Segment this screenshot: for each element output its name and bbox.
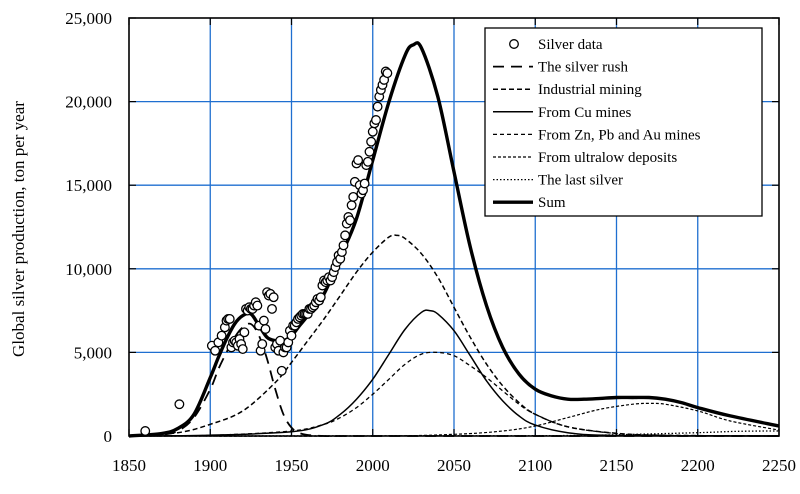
silver-data-point	[345, 215, 355, 226]
x-tick-label: 2200	[681, 456, 715, 475]
legend-label-the-last-silver: The last silver	[538, 173, 623, 189]
series-line-sum	[128, 41, 780, 438]
x-tick-label: 2000	[356, 456, 390, 475]
silver-data-point	[257, 339, 268, 349]
silver-data-point	[268, 292, 279, 303]
series-line-the-last-silver	[128, 430, 780, 437]
y-tick-label: 10,000	[65, 260, 112, 279]
silver-data-point	[260, 324, 271, 334]
series-line-from-cu-mines	[128, 309, 780, 437]
silver-data-point	[286, 330, 297, 341]
silver-data-point	[276, 365, 287, 376]
legend-label-industrial-mining: Industrial mining	[538, 82, 642, 98]
y-tick-label: 20,000	[65, 93, 112, 112]
x-tick-label: 1900	[193, 456, 227, 475]
silver-data-point	[210, 345, 221, 356]
silver-data-markers	[140, 66, 393, 436]
legend-box	[484, 27, 763, 217]
y-tick-label: 0	[104, 427, 113, 446]
legend-label-the-silver-rush: The silver rush	[538, 60, 628, 76]
silver-data-point	[224, 314, 235, 324]
silver-data-point	[216, 330, 227, 341]
silver-data-point	[382, 68, 393, 79]
silver-data-point	[367, 126, 378, 137]
axis-ticks: 1850 1900 1950 2000 2050 2100 2150 2200 2250 0 5,0…	[65, 9, 796, 475]
y-tick-label: 15,000	[65, 176, 112, 195]
silver-data-point	[237, 344, 248, 355]
silver-data-point	[353, 155, 364, 166]
silver-data-point	[348, 191, 359, 202]
y-axis-title: Global silver production, ton per year	[9, 101, 28, 357]
silver-data-point	[338, 240, 349, 251]
x-tick-label: 2150	[600, 456, 634, 475]
series-line-from-zn-pb-and-au-mines	[128, 351, 780, 437]
silver-data-point	[174, 399, 185, 410]
x-tick-label: 1950	[275, 456, 309, 475]
silver-data-point	[346, 200, 357, 211]
x-tick-label: 2100	[518, 456, 552, 475]
silver-data-point	[366, 136, 377, 147]
legend-label-from-cu-mines: From Cu mines	[538, 105, 632, 121]
x-tick-label: 1850	[112, 456, 146, 475]
legend-label-sum: Sum	[538, 195, 566, 211]
y-tick-label: 25,000	[65, 9, 112, 28]
legend-marker-silver-data	[509, 39, 519, 49]
silver-data-point	[239, 327, 250, 338]
silver-data-point	[315, 292, 326, 303]
silver-data-point	[340, 230, 351, 241]
silver-data-point	[364, 146, 375, 157]
legend-label-silver-data: Silver data	[538, 37, 603, 53]
silver-data-point	[371, 115, 381, 125]
silver-data-point	[372, 101, 383, 112]
silver-data-point	[359, 178, 370, 189]
legend: Silver data The silver rush Industrial min…	[484, 27, 763, 217]
silver-data-point	[252, 300, 263, 311]
silver-data-point	[267, 303, 277, 314]
legend-label-from-zn-pb-and-au-mines: From Zn, Pb and Au mines	[538, 127, 701, 143]
silver-data-point	[140, 426, 151, 436]
legend-label-from-ultralow-deposits: From ultralow deposits	[538, 150, 677, 166]
silver-data-point	[362, 156, 373, 167]
x-tick-label: 2250	[762, 456, 796, 475]
x-tick-label: 2050	[437, 456, 471, 475]
silver-data-point	[258, 315, 269, 326]
y-tick-label: 5,000	[74, 343, 112, 362]
